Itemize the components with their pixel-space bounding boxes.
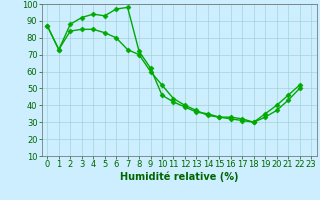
X-axis label: Humidité relative (%): Humidité relative (%) (120, 172, 238, 182)
